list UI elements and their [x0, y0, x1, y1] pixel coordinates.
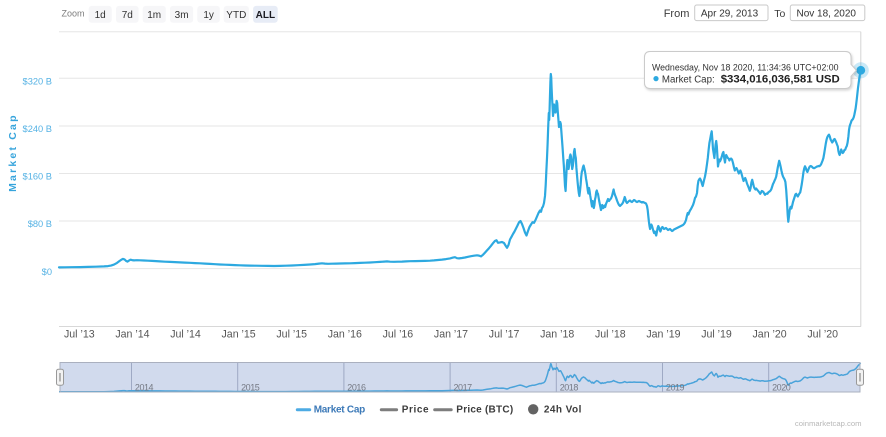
- svg-text:To: To: [774, 8, 785, 20]
- svg-text:Jul ’20: Jul ’20: [807, 329, 838, 341]
- svg-text:Jul ’13: Jul ’13: [64, 329, 95, 341]
- svg-text:2015: 2015: [241, 382, 260, 392]
- svg-text:2017: 2017: [454, 382, 473, 392]
- svg-text:Market Cap:: Market Cap:: [662, 74, 715, 85]
- svg-text:1y: 1y: [203, 10, 214, 21]
- svg-text:Jul ’15: Jul ’15: [276, 329, 307, 341]
- svg-text:Jul ’18: Jul ’18: [595, 329, 626, 341]
- svg-text:Price: Price: [402, 404, 429, 415]
- svg-text:Jan ’17: Jan ’17: [434, 329, 468, 341]
- svg-text:Jan ’16: Jan ’16: [328, 329, 362, 341]
- svg-text:$334,016,036,581 USD: $334,016,036,581 USD: [721, 73, 840, 85]
- svg-text:Wednesday, Nov 18 2020, 11:34:: Wednesday, Nov 18 2020, 11:34:36 UTC+02:…: [652, 62, 839, 72]
- svg-text:2019: 2019: [666, 382, 685, 392]
- svg-text:1d: 1d: [95, 10, 106, 21]
- svg-text:coinmarketcap.com: coinmarketcap.com: [795, 419, 862, 428]
- svg-text:$80 B: $80 B: [28, 219, 52, 229]
- svg-text:Nov 18, 2020: Nov 18, 2020: [797, 8, 857, 19]
- svg-text:Jul ’19: Jul ’19: [701, 329, 732, 341]
- svg-text:$0: $0: [42, 267, 52, 277]
- svg-text:Jul ’17: Jul ’17: [489, 329, 520, 341]
- svg-text:2014: 2014: [135, 382, 154, 392]
- svg-text:$240 B: $240 B: [23, 124, 52, 134]
- svg-text:3m: 3m: [175, 10, 189, 21]
- svg-text:Market Cap: Market Cap: [314, 404, 365, 415]
- svg-text:YTD: YTD: [226, 10, 246, 21]
- svg-text:Price (BTC): Price (BTC): [456, 404, 513, 415]
- svg-text:Zoom: Zoom: [62, 8, 85, 18]
- svg-text:7d: 7d: [122, 10, 133, 21]
- svg-text:Jan ’19: Jan ’19: [646, 329, 680, 341]
- svg-text:Jan ’15: Jan ’15: [222, 329, 256, 341]
- svg-text:Apr 29, 2013: Apr 29, 2013: [701, 8, 759, 19]
- svg-text:2020: 2020: [772, 382, 791, 392]
- svg-text:$320 B: $320 B: [23, 76, 52, 86]
- svg-text:$160 B: $160 B: [23, 172, 52, 182]
- svg-text:Jan ’20: Jan ’20: [753, 329, 787, 341]
- svg-text:Jul ’16: Jul ’16: [383, 329, 414, 341]
- svg-text:1m: 1m: [147, 10, 161, 21]
- svg-text:Jan ’14: Jan ’14: [115, 329, 149, 341]
- svg-text:ALL: ALL: [256, 10, 275, 21]
- svg-text:2016: 2016: [347, 382, 366, 392]
- svg-text:Market Cap: Market Cap: [7, 113, 19, 192]
- svg-text:Jan ’18: Jan ’18: [540, 329, 574, 341]
- svg-text:From: From: [664, 8, 690, 20]
- svg-text:Jul ’14: Jul ’14: [170, 329, 201, 341]
- svg-text:24h Vol: 24h Vol: [544, 404, 582, 415]
- svg-text:2018: 2018: [560, 382, 579, 392]
